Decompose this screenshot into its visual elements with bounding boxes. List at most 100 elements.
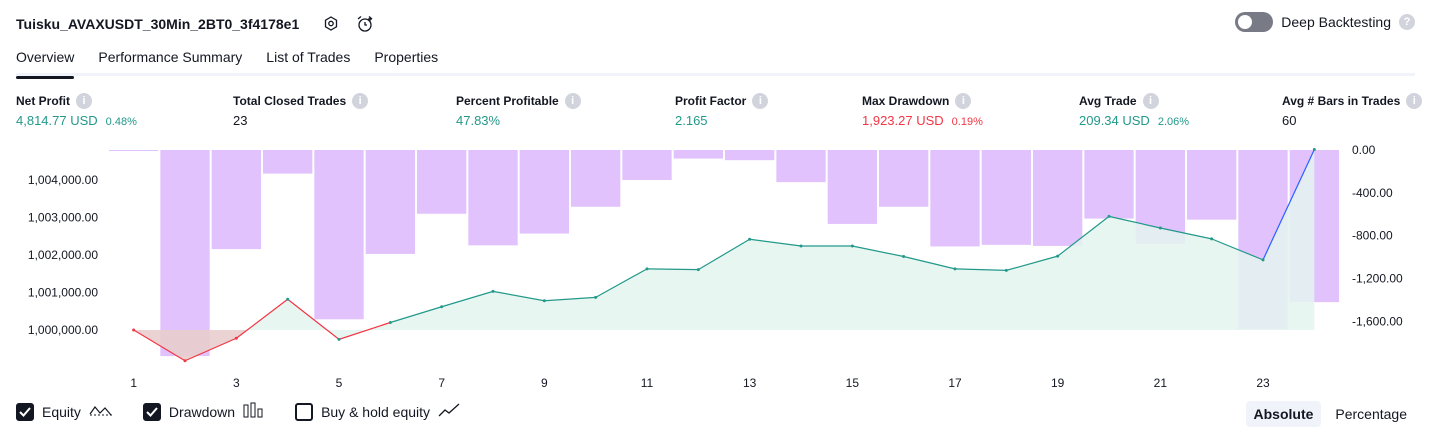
equity-point — [1056, 254, 1060, 258]
help-icon[interactable]: ? — [1399, 14, 1415, 30]
x-axis-tick-label: 19 — [1051, 376, 1065, 390]
left-axis-tick-label: 1,003,000.00 — [28, 211, 98, 225]
info-icon[interactable]: i — [1142, 93, 1159, 109]
stat-value: 23 — [233, 113, 248, 128]
equity-point — [1107, 214, 1111, 218]
left-axis-tick-label: 1,000,000.00 — [28, 323, 98, 337]
x-axis-tick-label: 13 — [743, 376, 757, 390]
equity-line-icon — [89, 402, 113, 421]
x-axis-tick-label: 17 — [948, 376, 962, 390]
drawdown-bar — [160, 150, 210, 357]
tab-properties[interactable]: Properties — [374, 49, 439, 65]
drawdown-bar — [109, 150, 159, 151]
x-axis-tick-label: 9 — [541, 376, 548, 390]
equity-point — [748, 237, 752, 241]
stat-percent: 2.06% — [1157, 116, 1190, 128]
drawdown-bar — [519, 150, 569, 234]
legend-equity[interactable]: Equity — [16, 402, 113, 421]
equity-line-segment — [390, 306, 442, 324]
chart-legend: Equity Drawdown Buy & hold equity — [16, 402, 462, 421]
equity-line-segment — [287, 298, 340, 340]
mode-absolute[interactable]: Absolute — [1245, 401, 1322, 427]
equity-point — [234, 336, 238, 340]
stat-avg-trade: Avg Trade i 209.34 USD 2.06% — [1079, 93, 1189, 128]
stat-percent: 0.48% — [105, 116, 137, 128]
stat-avg-bars: Avg # Bars in Trades i 60 — [1282, 93, 1423, 128]
equity-line-segment — [852, 245, 904, 258]
stat-percent: 0.19% — [951, 116, 983, 128]
drawdown-bar — [314, 150, 364, 320]
drawdown-bar — [725, 150, 775, 161]
tab-list-of-trades[interactable]: List of Trades — [266, 49, 351, 65]
equity-line-segment — [1211, 238, 1264, 261]
drawdown-bar — [879, 150, 929, 207]
stat-label: Avg # Bars in Trades — [1282, 94, 1401, 108]
deep-backtesting-toggle[interactable] — [1235, 12, 1274, 32]
drawdown-bar — [365, 150, 415, 254]
info-icon[interactable]: i — [1406, 93, 1423, 109]
left-axis-tick-label: 1,004,000.00 — [28, 173, 98, 187]
tab-overview[interactable]: Overview — [16, 42, 75, 79]
stat-value: 60 — [1282, 113, 1297, 128]
left-axis-tick-label: 1,001,000.00 — [28, 286, 98, 300]
info-icon[interactable]: i — [955, 93, 972, 109]
info-icon[interactable]: i — [752, 93, 769, 109]
equity-point — [645, 267, 649, 271]
tab-performance-summary[interactable]: Performance Summary — [98, 49, 243, 65]
equity-line-segment — [698, 238, 750, 271]
info-icon[interactable]: i — [352, 93, 369, 109]
buy-hold-line-icon — [438, 402, 462, 421]
drawdown-bar — [1084, 150, 1134, 219]
mode-percentage[interactable]: Percentage — [1335, 406, 1407, 422]
drawdown-checkbox[interactable] — [142, 402, 161, 421]
stat-label: Total Closed Trades — [233, 94, 347, 108]
equity-line-segment — [1262, 149, 1315, 261]
strategy-header: Tuisku_AVAXUSDT_30Min_2BT0_3f4178e1 — [16, 10, 377, 38]
stat-value: 2.165 — [675, 113, 708, 128]
buy-hold-checkbox[interactable] — [295, 402, 314, 421]
x-axis-tick-label: 5 — [336, 376, 343, 390]
legend-drawdown[interactable]: Drawdown — [142, 402, 265, 421]
info-icon[interactable]: i — [76, 93, 92, 109]
equity-point — [542, 299, 546, 303]
left-axis-tick-label: 1,002,000.00 — [28, 248, 98, 262]
equity-line-segment — [1108, 215, 1161, 229]
info-icon[interactable]: i — [564, 93, 581, 109]
stat-net-profit: Net Profit i 4,814.77 USD 0.48% — [16, 93, 137, 128]
legend-label: Buy & hold equity — [321, 403, 431, 420]
equity-point — [696, 268, 700, 272]
stat-total-closed-trades: Total Closed Trades i 23 — [233, 93, 369, 128]
stat-label: Avg Trade — [1079, 94, 1137, 108]
equity-line-segment — [544, 296, 596, 302]
stat-value: 4,814.77 USD — [16, 113, 98, 128]
equity-line-segment — [133, 329, 186, 362]
x-axis-tick-label: 21 — [1154, 376, 1168, 390]
deep-backtesting: Deep Backtesting ? — [1235, 12, 1415, 32]
right-axis-tick-label: 0.00 — [1352, 143, 1376, 157]
stat-value: 47.83% — [456, 113, 501, 128]
drawdown-bar — [930, 150, 980, 247]
equity-checkbox[interactable] — [16, 402, 34, 421]
equity-drawdown-chart[interactable]: 1,000,000.00 1,001,000.00 1,002,000.00 1,00… — [0, 140, 1431, 395]
equity-point — [440, 305, 444, 309]
equity-line-segment — [595, 268, 648, 298]
right-axis-tick-label: -1,200.00 — [1352, 272, 1403, 286]
drawdown-bar — [571, 150, 621, 207]
equity-point — [1210, 237, 1214, 241]
equity-negative-area — [133, 330, 249, 361]
equity-point — [388, 321, 392, 324]
legend-buy-hold[interactable]: Buy & hold equity — [295, 402, 462, 421]
stat-label: Net Profit — [16, 94, 70, 108]
equity-line-segment — [646, 268, 699, 271]
settings-icon[interactable] — [319, 12, 343, 36]
drawdown-bar — [417, 150, 467, 214]
add-alert-icon[interactable] — [353, 12, 377, 36]
stat-percent-profitable: Percent Profitable i 47.83% — [456, 93, 581, 128]
equity-line-segment — [338, 321, 391, 340]
strategy-title: Tuisku_AVAXUSDT_30Min_2BT0_3f4178e1 — [16, 16, 300, 32]
scale-mode-toggle: Absolute Percentage — [1245, 401, 1416, 427]
drawdown-bar — [622, 150, 672, 180]
drawdown-bar — [211, 150, 261, 250]
report-tabs: Overview Performance Summary List of Tra… — [16, 42, 1415, 79]
equity-point — [132, 328, 136, 332]
